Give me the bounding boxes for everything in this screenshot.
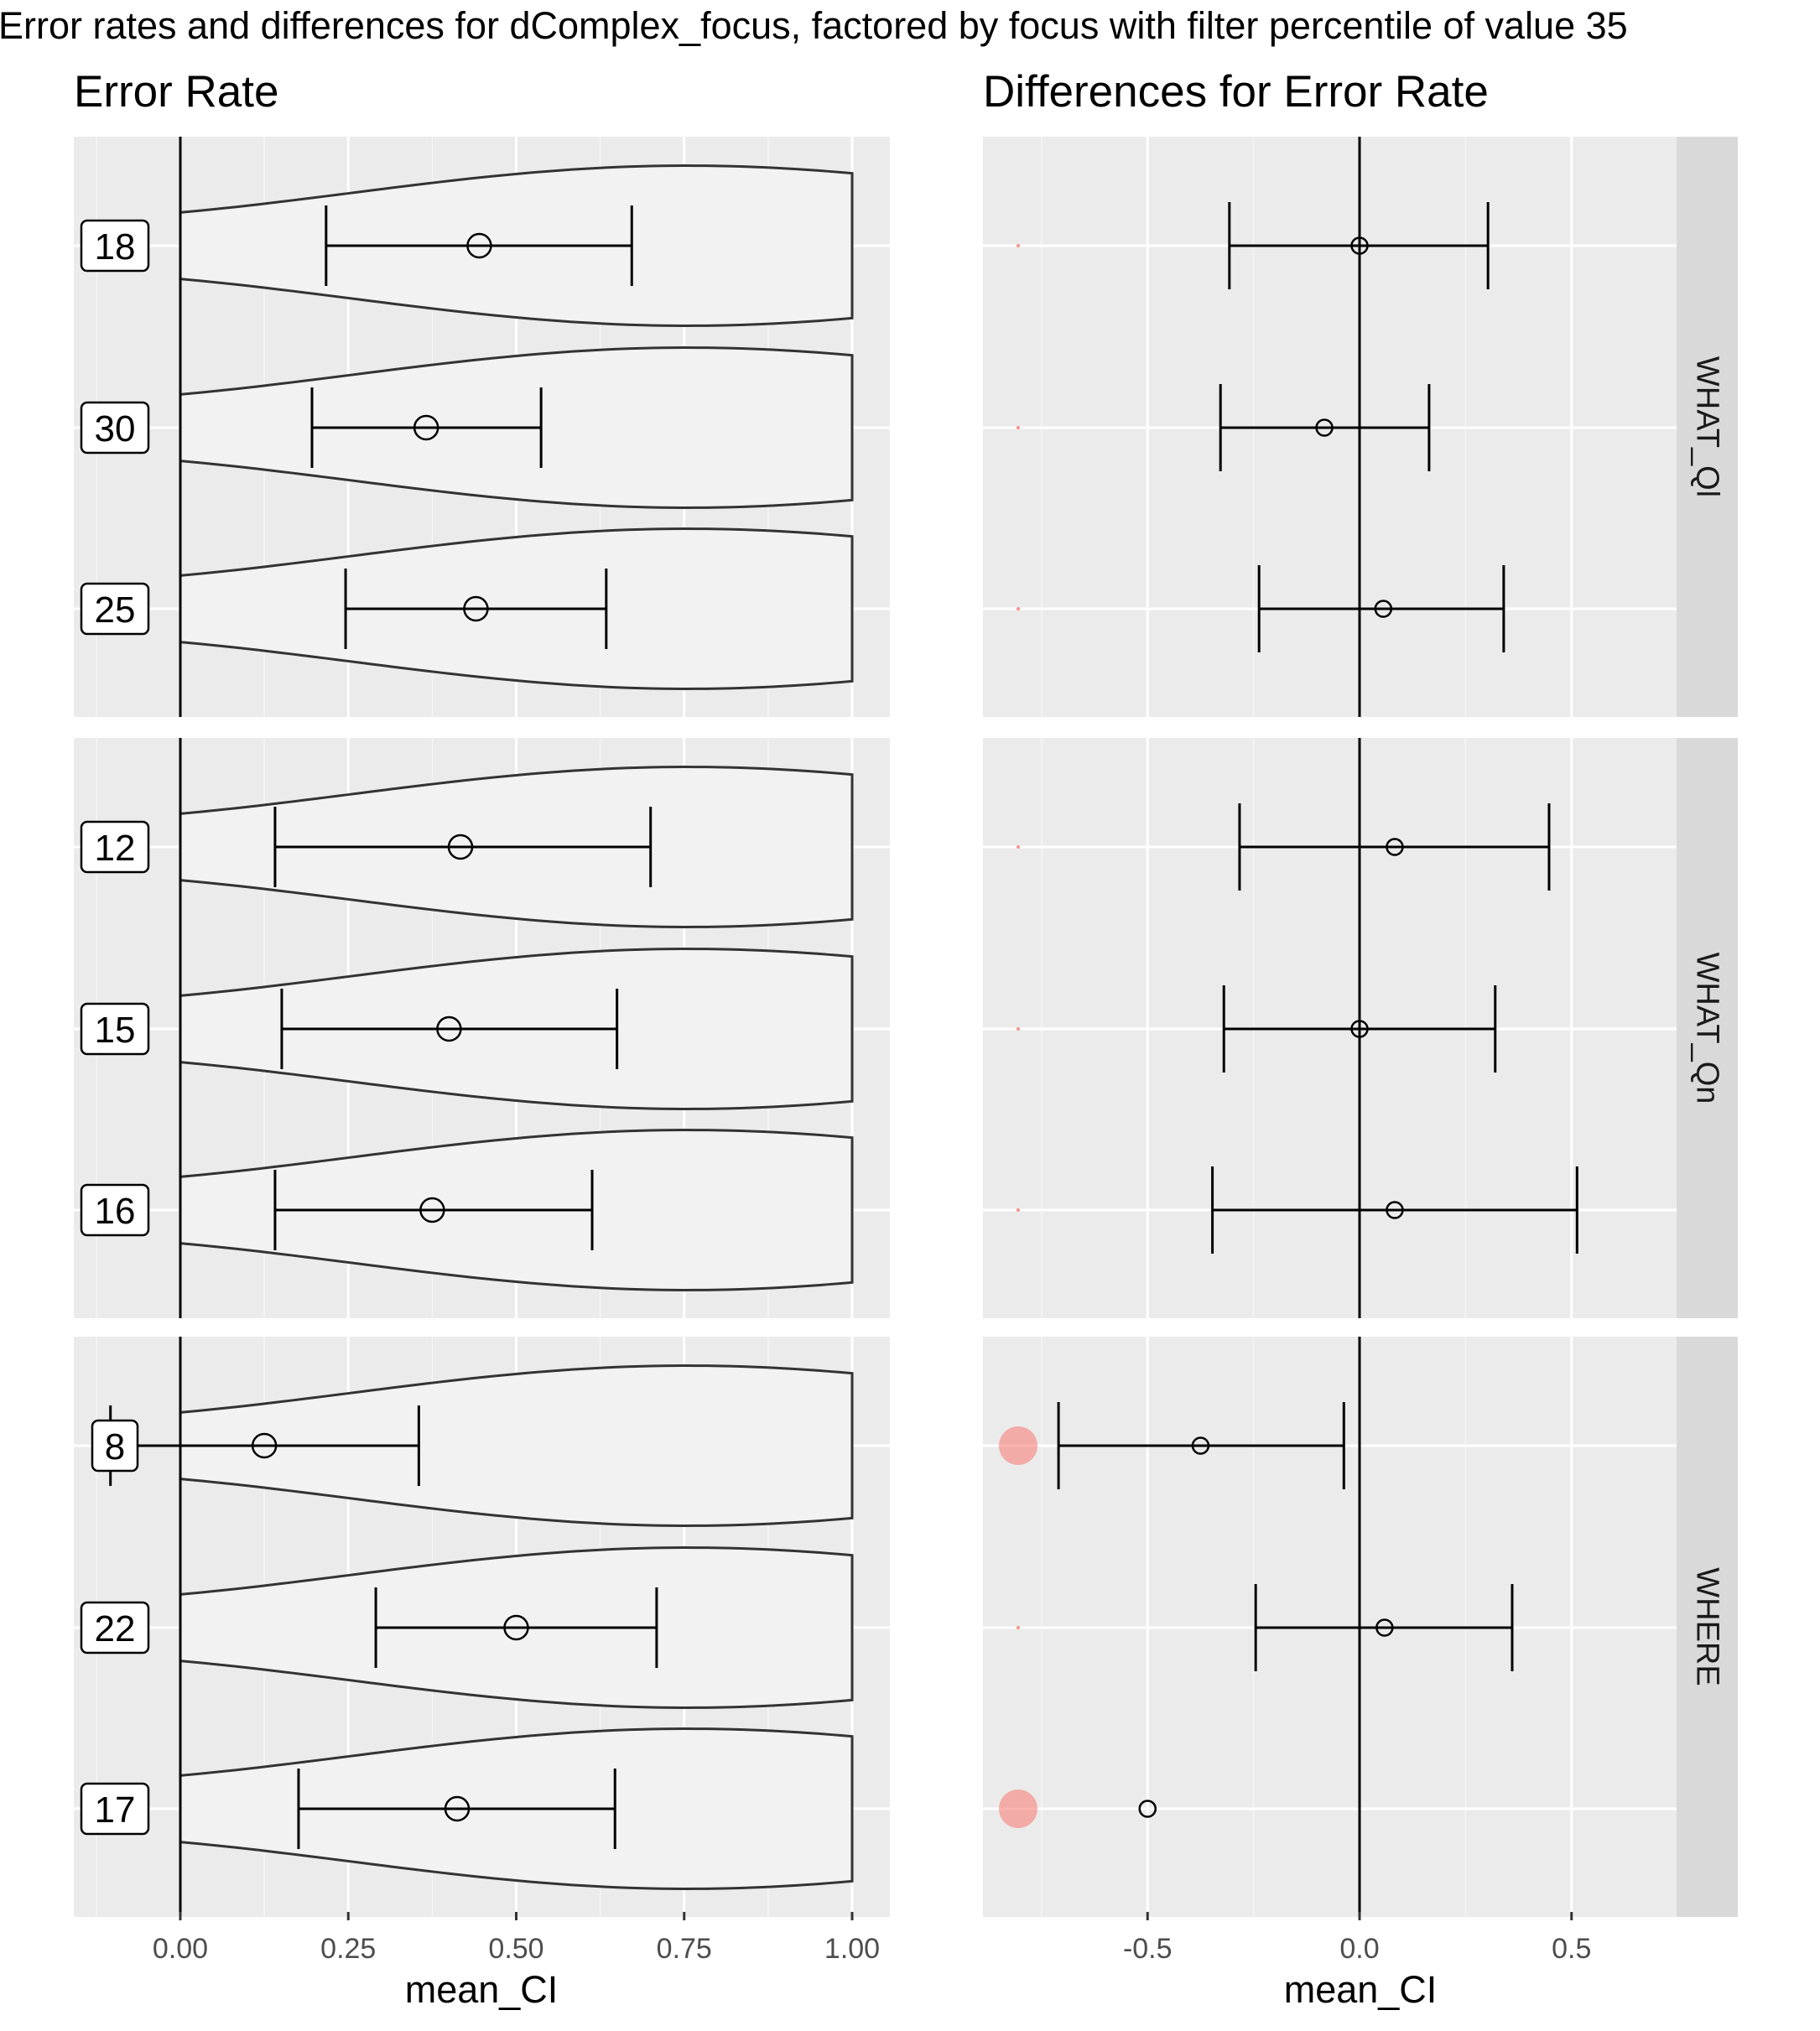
facet-strip-label: WHAT_Ql xyxy=(1690,356,1725,497)
row-label: 25 xyxy=(95,590,136,631)
row-label: 30 xyxy=(95,408,136,449)
mean-point xyxy=(436,1016,462,1042)
mean-point xyxy=(503,1614,529,1641)
significance-marker xyxy=(1017,1626,1020,1629)
facet-strip-label: WHAT_Qn xyxy=(1690,953,1725,1104)
significance-marker xyxy=(1017,426,1020,429)
diff-mean-point xyxy=(1386,1201,1404,1219)
left-panel-title: Error Rate xyxy=(74,67,278,117)
diff-mean-point xyxy=(1375,1618,1394,1637)
row-label-box xyxy=(80,820,150,874)
mean-point xyxy=(419,1197,445,1223)
facet-strip xyxy=(1677,1337,1738,1917)
diff-mean-point xyxy=(1350,236,1369,255)
diff-mean-point xyxy=(1374,600,1393,618)
violin-shape xyxy=(179,1364,854,1527)
mean-point xyxy=(251,1432,278,1459)
significance-marker xyxy=(1017,244,1020,247)
mean-point xyxy=(466,232,492,259)
left-x-tick-label: 1.00 xyxy=(824,1933,880,1965)
significance-marker xyxy=(999,1789,1037,1828)
left-x-tick-label: 0.50 xyxy=(488,1933,543,1965)
right-x-tick-label: 0.0 xyxy=(1339,1933,1379,1965)
diff-mean-point xyxy=(1315,418,1334,437)
row-label-box xyxy=(80,1002,150,1056)
diff-mean-point xyxy=(1191,1436,1210,1455)
row-label: 22 xyxy=(95,1608,136,1649)
left-x-tick-label: 0.00 xyxy=(153,1933,208,1965)
row-label: 16 xyxy=(95,1191,136,1232)
left-x-axis-label: mean_CI xyxy=(405,1968,559,2011)
diff-mean-point xyxy=(1386,838,1404,856)
mean-point xyxy=(444,1795,471,1822)
row-label: 12 xyxy=(95,828,136,869)
row-label-box xyxy=(80,1782,150,1836)
significance-marker xyxy=(1017,1208,1020,1212)
significance-marker xyxy=(999,1426,1037,1465)
row-label-box xyxy=(91,1419,139,1473)
row-label: 17 xyxy=(95,1789,136,1831)
facet-strip xyxy=(1677,137,1738,717)
significance-marker xyxy=(1017,607,1020,610)
row-label: 18 xyxy=(95,226,136,268)
significance-marker xyxy=(1017,1027,1020,1031)
row-label: 8 xyxy=(105,1426,125,1467)
mean-point xyxy=(413,414,439,441)
right-panel-title: Differences for Error Rate xyxy=(983,67,1489,117)
mean-point xyxy=(463,595,489,622)
facet-strip xyxy=(1677,738,1738,1318)
row-label-box xyxy=(80,582,150,636)
row-label-box xyxy=(80,401,150,455)
right-x-axis-label: mean_CI xyxy=(1284,1968,1438,2011)
significance-marker xyxy=(1017,845,1020,849)
right-x-tick-label: 0.5 xyxy=(1552,1933,1591,1965)
facet-strip-label: WHERE xyxy=(1690,1567,1725,1686)
right-x-tick-label: -0.5 xyxy=(1123,1933,1173,1965)
row-label: 15 xyxy=(95,1010,136,1051)
diff-mean-point xyxy=(1138,1800,1157,1818)
chart-suptitle: Error rates and differences for dComplex… xyxy=(0,4,1628,47)
mean-point xyxy=(447,834,474,860)
row-label-box xyxy=(80,1601,150,1654)
left-x-tick-label: 0.25 xyxy=(320,1933,376,1965)
left-x-tick-label: 0.75 xyxy=(657,1933,712,1965)
diff-mean-point xyxy=(1350,1020,1369,1038)
row-label-box xyxy=(80,219,150,273)
row-label-box xyxy=(80,1183,150,1237)
